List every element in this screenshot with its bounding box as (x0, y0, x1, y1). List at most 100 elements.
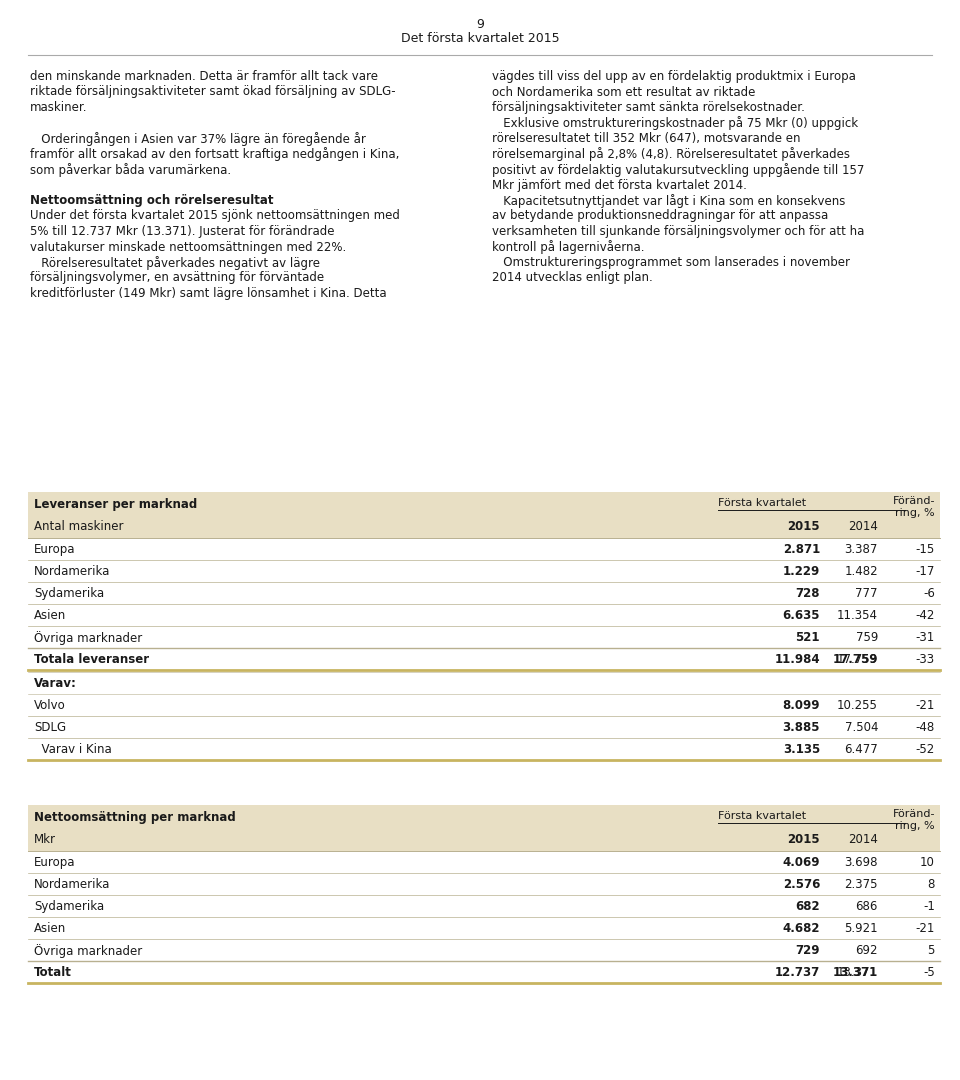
Text: Europa: Europa (34, 856, 76, 869)
Text: Rörelseresultatet påverkades negativt av lägre: Rörelseresultatet påverkades negativt av… (30, 256, 320, 270)
Text: 4.682: 4.682 (782, 922, 820, 935)
Text: som påverkar båda varumärkena.: som påverkar båda varumärkena. (30, 163, 231, 177)
Text: valutakurser minskade nettoomsättningen med 22%.: valutakurser minskade nettoomsättningen … (30, 241, 347, 254)
Text: Orderingången i Asien var 37% lägre än föregående år: Orderingången i Asien var 37% lägre än f… (30, 132, 366, 146)
Text: Totala leveranser: Totala leveranser (34, 653, 149, 666)
Text: Varav i Kina: Varav i Kina (34, 743, 111, 756)
Text: Första kvartalet: Första kvartalet (718, 811, 806, 821)
Text: -42: -42 (916, 609, 935, 622)
Text: 2015: 2015 (787, 833, 820, 846)
Text: Leveranser per marknad: Leveranser per marknad (34, 498, 197, 511)
Text: -52: -52 (916, 743, 935, 756)
Text: Omstruktureringsprogrammet som lanserades i november: Omstruktureringsprogrammet som lanserade… (492, 256, 850, 269)
Text: 1.229: 1.229 (782, 565, 820, 578)
Text: -6: -6 (924, 588, 935, 600)
Text: Sydamerika: Sydamerika (34, 900, 104, 913)
Text: Mkr: Mkr (34, 833, 56, 846)
Text: 692: 692 (855, 944, 878, 957)
Text: -33: -33 (916, 653, 935, 666)
Text: -17: -17 (916, 565, 935, 578)
Text: 12.737: 12.737 (775, 966, 820, 978)
Text: 10.255: 10.255 (837, 699, 878, 712)
Text: Nordamerika: Nordamerika (34, 565, 110, 578)
Text: ring, %: ring, % (896, 821, 935, 831)
Text: 3.387: 3.387 (845, 543, 878, 556)
Text: rörelseresultatet till 352 Mkr (647), motsvarande en: rörelseresultatet till 352 Mkr (647), mo… (492, 132, 801, 145)
Text: 10: 10 (920, 856, 935, 869)
Text: 9: 9 (476, 18, 484, 31)
Text: Mkr jämfört med det första kvartalet 2014.: Mkr jämfört med det första kvartalet 201… (492, 178, 747, 191)
Text: 729: 729 (796, 944, 820, 957)
Text: 6.635: 6.635 (782, 609, 820, 622)
Text: och Nordamerika som ett resultat av riktade: och Nordamerika som ett resultat av rikt… (492, 85, 756, 98)
Text: Varav:: Varav: (34, 677, 77, 690)
Text: 2.871: 2.871 (782, 543, 820, 556)
Text: -48: -48 (916, 721, 935, 734)
Text: Sydamerika: Sydamerika (34, 588, 104, 600)
Text: 5.921: 5.921 (845, 922, 878, 935)
Text: Europa: Europa (34, 543, 76, 556)
Text: 3.135: 3.135 (782, 743, 820, 756)
Text: Totalt: Totalt (34, 966, 72, 978)
Text: rörelsemarginal på 2,8% (4,8). Rörelseresultatet påverkades: rörelsemarginal på 2,8% (4,8). Rörelsere… (492, 148, 850, 162)
Text: 6.477: 6.477 (844, 743, 878, 756)
Text: -5: -5 (924, 966, 935, 978)
Text: Kapacitetsutnyttjandet var lågt i Kina som en konsekvens: Kapacitetsutnyttjandet var lågt i Kina s… (492, 194, 846, 208)
Text: Övriga marknader: Övriga marknader (34, 944, 142, 958)
Text: -21: -21 (916, 922, 935, 935)
Text: 686: 686 (855, 900, 878, 913)
Text: 682: 682 (796, 900, 820, 913)
Text: -1: -1 (924, 900, 935, 913)
Text: -15: -15 (916, 543, 935, 556)
Text: 2014: 2014 (848, 833, 878, 846)
Text: Volvo: Volvo (34, 699, 65, 712)
Text: av betydande produktionsneddragningar för att anpassa: av betydande produktionsneddragningar fö… (492, 210, 828, 222)
Text: Exklusive omstruktureringskostnader på 75 Mkr (0) uppgick: Exklusive omstruktureringskostnader på 7… (492, 117, 858, 131)
Text: SDLG: SDLG (34, 721, 66, 734)
Text: Första kvartalet: Första kvartalet (718, 498, 806, 508)
Bar (28, 805, 940, 851)
Text: 1.482: 1.482 (845, 565, 878, 578)
Text: Asien: Asien (34, 609, 66, 622)
Text: -31: -31 (916, 631, 935, 644)
Text: Det första kvartalet 2015: Det första kvartalet 2015 (400, 32, 560, 45)
Text: framför allt orsakad av den fortsatt kraftiga nedgången i Kina,: framför allt orsakad av den fortsatt kra… (30, 148, 399, 162)
Text: 2015: 2015 (787, 519, 820, 534)
Text: kontroll på lagernivåerna.: kontroll på lagernivåerna. (492, 241, 644, 255)
Text: 2.375: 2.375 (845, 878, 878, 891)
Text: positivt av fördelaktig valutakursutveckling uppgående till 157: positivt av fördelaktig valutakursutveck… (492, 163, 864, 177)
Text: 3.885: 3.885 (782, 721, 820, 734)
Text: 777: 777 (855, 588, 878, 600)
Text: 13.371: 13.371 (837, 966, 878, 978)
Text: 8.099: 8.099 (782, 699, 820, 712)
Text: 11.984: 11.984 (775, 653, 820, 666)
Text: 728: 728 (796, 588, 820, 600)
Text: 11.354: 11.354 (837, 609, 878, 622)
Text: 2.576: 2.576 (782, 878, 820, 891)
Text: Antal maskiner: Antal maskiner (34, 519, 124, 534)
Text: 2014 utvecklas enligt plan.: 2014 utvecklas enligt plan. (492, 271, 653, 284)
Text: Nordamerika: Nordamerika (34, 878, 110, 891)
Text: riktade försäljningsaktiviteter samt ökad försäljning av SDLG-: riktade försäljningsaktiviteter samt öka… (30, 85, 396, 98)
Text: 13.371: 13.371 (832, 966, 878, 978)
Bar (28, 492, 940, 538)
Text: 759: 759 (855, 631, 878, 644)
Text: 5% till 12.737 Mkr (13.371). Justerat för förändrade: 5% till 12.737 Mkr (13.371). Justerat fö… (30, 225, 334, 238)
Text: 521: 521 (796, 631, 820, 644)
Text: försäljningsvolymer, en avsättning för förväntade: försäljningsvolymer, en avsättning för f… (30, 271, 324, 284)
Text: Föränd-: Föränd- (893, 809, 935, 819)
Text: Övriga marknader: Övriga marknader (34, 631, 142, 645)
Text: 4.069: 4.069 (782, 856, 820, 869)
Text: försäljningsaktiviteter samt sänkta rörelsekostnader.: försäljningsaktiviteter samt sänkta röre… (492, 102, 804, 114)
Text: Asien: Asien (34, 922, 66, 935)
Text: 17.759: 17.759 (837, 653, 878, 666)
Text: verksamheten till sjunkande försäljningsvolymer och för att ha: verksamheten till sjunkande försäljnings… (492, 225, 864, 238)
Text: den minskande marknaden. Detta är framför allt tack vare: den minskande marknaden. Detta är framfö… (30, 70, 378, 83)
Text: 2014: 2014 (848, 519, 878, 534)
Text: Nettoomsättning per marknad: Nettoomsättning per marknad (34, 811, 236, 824)
Text: -21: -21 (916, 699, 935, 712)
Text: Under det första kvartalet 2015 sjönk nettoomsättningen med: Under det första kvartalet 2015 sjönk ne… (30, 210, 400, 222)
Text: 7.504: 7.504 (845, 721, 878, 734)
Text: kreditförluster (149 Mkr) samt lägre lönsamhet i Kina. Detta: kreditförluster (149 Mkr) samt lägre lön… (30, 287, 387, 300)
Text: maskiner.: maskiner. (30, 102, 87, 114)
